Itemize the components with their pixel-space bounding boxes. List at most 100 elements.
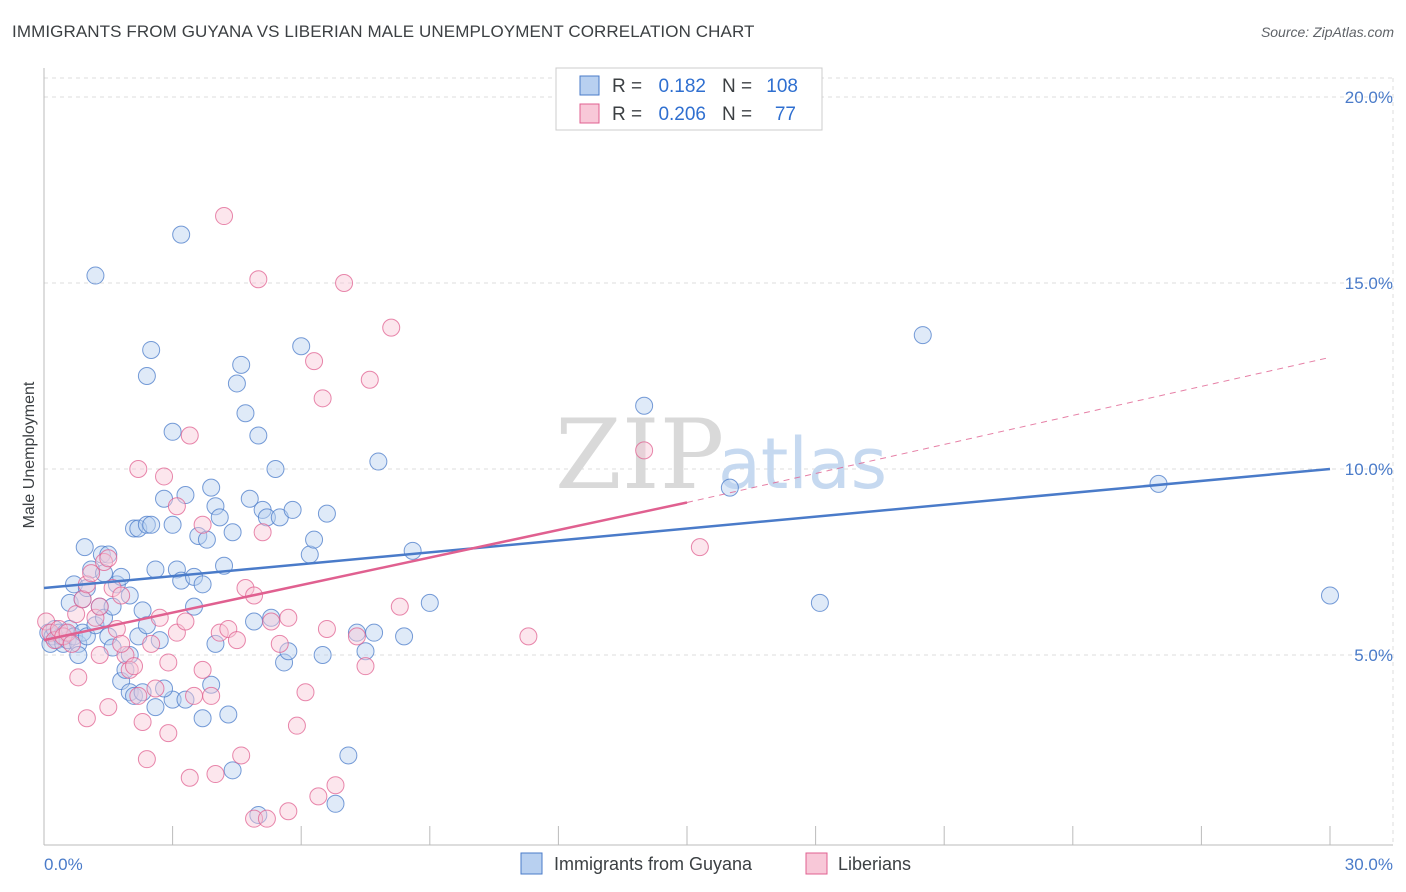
- y-tick-label-0: 5.0%: [1354, 646, 1393, 665]
- point-guyana-101: [913, 326, 932, 345]
- series-legend-swatch-liberians: [805, 852, 828, 875]
- point-guyana-85: [125, 686, 144, 705]
- point-guyana-77: [403, 541, 422, 560]
- point-liberians-42: [296, 683, 315, 702]
- point-liberians-41: [287, 716, 306, 735]
- point-guyana-82: [172, 225, 191, 244]
- point-liberians-7: [67, 605, 86, 624]
- point-guyana-55: [232, 355, 251, 374]
- chart-title: IMMIGRANTS FROM GUYANA VS LIBERIAN MALE …: [12, 22, 755, 41]
- point-guyana-68: [300, 545, 319, 564]
- point-liberians-34: [227, 631, 246, 650]
- point-liberians-45: [129, 460, 148, 478]
- legend-r-value-guyana: 0.182: [658, 76, 706, 97]
- series-legend-label-liberians: Liberians: [838, 854, 911, 874]
- point-guyana-48: [197, 530, 216, 549]
- legend-r-label-guyana: R =: [612, 76, 642, 97]
- point-liberians-28: [176, 612, 195, 631]
- point-liberians-31: [202, 686, 221, 705]
- point-liberians-48: [180, 426, 199, 445]
- point-liberians-57: [347, 627, 366, 646]
- point-guyana-73: [356, 642, 375, 661]
- watermark-atlas: atlas: [718, 423, 887, 505]
- point-guyana-57: [240, 489, 259, 508]
- point-liberians-52: [335, 274, 354, 292]
- point-guyana-78: [420, 593, 439, 612]
- trend-line-guyana: [43, 467, 1331, 590]
- series-legend: Immigrants from Guyana Liberians: [520, 852, 911, 875]
- data-points: [37, 207, 1339, 828]
- point-guyana-93: [339, 746, 358, 765]
- point-liberians-61: [690, 538, 709, 557]
- point-liberians-44: [313, 389, 332, 408]
- point-liberians-75: [112, 634, 131, 653]
- legend-swatch-guyana: [579, 75, 600, 96]
- point-liberians-24: [142, 634, 161, 653]
- point-guyana-80: [137, 367, 156, 385]
- point-liberians-17: [112, 586, 131, 605]
- series-legend-swatch-guyana: [520, 852, 543, 875]
- point-liberians-69: [279, 802, 298, 821]
- point-guyana-103: [1321, 586, 1339, 605]
- point-liberians-22: [133, 712, 152, 731]
- point-guyana-42: [167, 560, 186, 579]
- y-tick-label-1: 10.0%: [1345, 460, 1393, 479]
- point-guyana-34: [133, 601, 152, 620]
- point-liberians-74: [90, 646, 109, 664]
- point-guyana-67: [292, 337, 311, 356]
- point-liberians-51: [249, 270, 268, 289]
- point-guyana-46: [189, 526, 208, 545]
- point-liberians-55: [390, 597, 409, 616]
- point-guyana-88: [193, 709, 212, 728]
- point-guyana-37: [137, 515, 156, 534]
- legend-n-label-guyana: N =: [722, 76, 752, 97]
- point-liberians-54: [382, 318, 401, 337]
- point-liberians-12: [90, 597, 109, 616]
- y-tick-label-2: 15.0%: [1345, 274, 1393, 293]
- point-liberians-63: [159, 724, 178, 743]
- point-liberians-50: [215, 207, 234, 226]
- point-guyana-54: [227, 374, 246, 393]
- point-liberians-8: [73, 590, 92, 609]
- point-liberians-14: [99, 549, 118, 568]
- point-liberians-29: [185, 686, 204, 705]
- point-liberians-76: [146, 679, 165, 698]
- point-liberians-6: [62, 634, 81, 653]
- point-guyana-31: [116, 660, 135, 679]
- point-liberians-39: [270, 634, 289, 653]
- x-tick-label-min: 0.0%: [44, 855, 83, 874]
- point-guyana-71: [317, 504, 336, 523]
- point-guyana-51: [210, 508, 229, 527]
- point-guyana-74: [365, 623, 384, 642]
- point-guyana-79: [86, 266, 105, 285]
- point-guyana-111: [206, 634, 225, 653]
- point-guyana-49: [202, 478, 221, 497]
- source-label: Source: ZipAtlas.com: [1260, 24, 1394, 40]
- point-guyana-27: [75, 538, 94, 557]
- point-guyana-53: [223, 523, 242, 542]
- point-guyana-83: [163, 422, 182, 441]
- point-liberians-67: [245, 809, 264, 828]
- point-liberians-26: [159, 653, 178, 672]
- point-guyana-90: [223, 761, 242, 780]
- x-tick-labels: 0.0% 30.0%: [44, 855, 1393, 874]
- point-liberians-59: [519, 627, 538, 646]
- axes: [43, 68, 1393, 846]
- point-liberians-38: [262, 612, 281, 631]
- point-guyana-70: [313, 646, 332, 664]
- point-guyana-109: [150, 631, 169, 650]
- point-guyana-96: [176, 690, 195, 709]
- point-liberians-71: [326, 776, 345, 795]
- trend-lines: [43, 356, 1331, 642]
- point-liberians-66: [232, 746, 251, 765]
- trend-line-liberians: [43, 501, 688, 642]
- point-liberians-47: [167, 497, 186, 516]
- point-liberians-49: [193, 515, 212, 534]
- point-liberians-30: [193, 660, 212, 679]
- watermark: ZIP atlas: [555, 399, 887, 511]
- point-liberians-20: [125, 657, 144, 676]
- point-guyana-69: [305, 530, 324, 549]
- point-guyana-92: [326, 794, 345, 813]
- point-guyana-75: [369, 452, 388, 471]
